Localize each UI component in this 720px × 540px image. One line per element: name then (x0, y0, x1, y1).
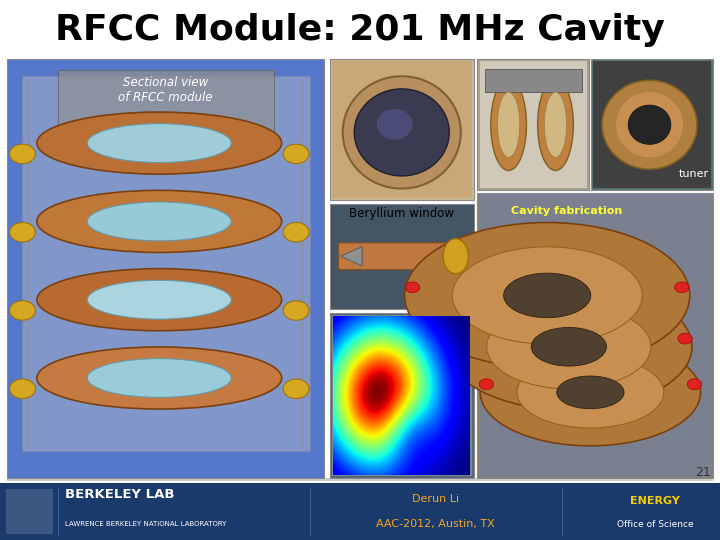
Ellipse shape (37, 347, 282, 409)
Ellipse shape (452, 247, 642, 344)
Ellipse shape (602, 80, 697, 169)
Bar (330, 313, 474, 478)
Ellipse shape (377, 109, 413, 140)
Ellipse shape (354, 89, 449, 176)
Circle shape (283, 379, 309, 399)
Bar (479, 194, 711, 477)
Text: Cavity fabrication: Cavity fabrication (511, 206, 623, 217)
Text: tuner: tuner (679, 169, 709, 179)
Bar (7, 478, 713, 481)
Bar (330, 59, 474, 200)
Circle shape (283, 222, 309, 242)
Ellipse shape (87, 124, 231, 163)
Text: ENERGY: ENERGY (630, 496, 680, 507)
Bar (477, 193, 713, 478)
Ellipse shape (531, 327, 606, 366)
Ellipse shape (443, 239, 469, 274)
Bar (7, 59, 324, 478)
Bar (330, 204, 474, 309)
Bar (58, 70, 274, 154)
Circle shape (405, 282, 420, 293)
Ellipse shape (629, 105, 671, 144)
Ellipse shape (405, 222, 690, 368)
Bar (477, 59, 589, 190)
Polygon shape (341, 246, 362, 266)
Ellipse shape (37, 191, 282, 253)
Ellipse shape (557, 376, 624, 409)
Ellipse shape (491, 79, 526, 171)
Ellipse shape (37, 112, 282, 174)
Bar (593, 61, 711, 188)
Ellipse shape (544, 92, 567, 158)
Text: LAWRENCE BERKELEY NATIONAL LABORATORY: LAWRENCE BERKELEY NATIONAL LABORATORY (65, 521, 226, 527)
Ellipse shape (87, 202, 231, 241)
Text: Beryllium window: Beryllium window (349, 207, 454, 220)
Bar (485, 69, 582, 92)
FancyBboxPatch shape (338, 243, 458, 270)
Circle shape (283, 144, 309, 164)
Circle shape (9, 379, 35, 399)
Ellipse shape (538, 79, 573, 171)
Ellipse shape (480, 339, 701, 446)
Text: Office of Science: Office of Science (617, 519, 693, 529)
Text: 21: 21 (696, 466, 711, 479)
Text: AAC-2012, Austin, TX: AAC-2012, Austin, TX (377, 519, 495, 529)
Ellipse shape (87, 280, 231, 319)
Circle shape (480, 379, 494, 390)
Ellipse shape (504, 273, 590, 318)
Ellipse shape (498, 92, 520, 158)
Circle shape (687, 379, 701, 390)
Circle shape (445, 333, 460, 344)
Bar (22, 76, 310, 451)
Ellipse shape (517, 357, 664, 428)
Ellipse shape (87, 359, 231, 397)
Circle shape (283, 301, 309, 320)
Bar (480, 61, 587, 188)
Text: Coupler: Coupler (376, 318, 428, 330)
Text: RFCC Module: 201 MHz Cavity: RFCC Module: 201 MHz Cavity (55, 13, 665, 46)
Ellipse shape (446, 284, 692, 410)
Bar (6, 489, 53, 535)
Bar (0, 483, 720, 540)
Circle shape (675, 282, 689, 293)
Circle shape (9, 222, 35, 242)
Bar (591, 59, 713, 190)
Bar (332, 61, 472, 198)
Ellipse shape (37, 269, 282, 330)
Circle shape (678, 333, 693, 344)
Ellipse shape (616, 92, 683, 158)
Text: Derun Li: Derun Li (412, 494, 459, 504)
Ellipse shape (343, 76, 461, 188)
Text: BERKELEY LAB: BERKELEY LAB (65, 488, 174, 501)
Ellipse shape (487, 305, 651, 389)
Bar (332, 315, 472, 476)
Circle shape (9, 144, 35, 164)
Circle shape (9, 301, 35, 320)
Text: Sectional view
of RFCC module: Sectional view of RFCC module (118, 76, 213, 104)
